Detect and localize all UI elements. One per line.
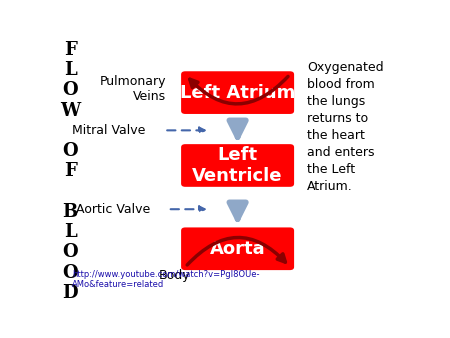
Text: L: L (64, 61, 76, 79)
Text: Body: Body (159, 269, 190, 282)
Text: Mitral Valve: Mitral Valve (72, 124, 145, 137)
Text: Aorta: Aorta (210, 240, 266, 258)
FancyArrowPatch shape (190, 76, 288, 104)
Text: O: O (63, 243, 78, 262)
Text: Oxygenated
blood from
the lungs
returns to
the heart
and enters
the Left
Atrium.: Oxygenated blood from the lungs returns … (307, 62, 384, 193)
Text: Aortic Valve: Aortic Valve (76, 203, 150, 216)
Text: D: D (63, 284, 78, 302)
Text: Left
Ventricle: Left Ventricle (192, 146, 283, 185)
Text: O: O (63, 264, 78, 282)
FancyBboxPatch shape (181, 144, 294, 187)
Text: B: B (63, 203, 78, 221)
Text: W: W (60, 101, 80, 120)
Text: F: F (64, 41, 76, 59)
Text: Left Atrium: Left Atrium (180, 83, 295, 102)
Text: O: O (63, 142, 78, 160)
FancyBboxPatch shape (181, 227, 294, 270)
Text: F: F (64, 162, 76, 180)
Text: L: L (64, 223, 76, 241)
Text: Pulmonary
Veins: Pulmonary Veins (99, 75, 166, 103)
Text: O: O (63, 81, 78, 99)
FancyArrowPatch shape (187, 238, 285, 265)
FancyBboxPatch shape (181, 71, 294, 114)
Text: http://www.youtube.com/watch?v=PgI8OUe-
AMo&feature=related: http://www.youtube.com/watch?v=PgI8OUe- … (72, 270, 260, 289)
